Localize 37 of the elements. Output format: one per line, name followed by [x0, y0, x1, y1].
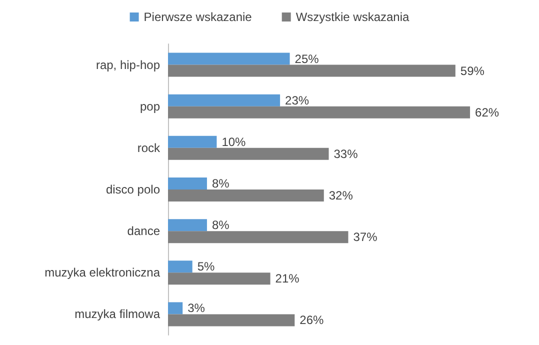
data-label: 26%: [300, 313, 324, 328]
y-tick-label: dance: [127, 224, 160, 238]
bar: [168, 231, 348, 244]
legend-label: Wszystkie wskazania: [296, 10, 410, 24]
data-label: 3%: [188, 301, 206, 316]
data-label: 23%: [285, 93, 310, 108]
data-label: 25%: [294, 52, 320, 66]
y-tick-label: pop: [140, 99, 160, 114]
bar: [168, 64, 456, 77]
data-label: 32%: [328, 188, 354, 202]
bar: [168, 52, 290, 65]
bar: [168, 314, 295, 326]
y-tick-label: muzyka elektroniczna: [44, 266, 160, 280]
data-label: 33%: [334, 146, 358, 161]
bar: [168, 178, 207, 190]
bar: [168, 302, 183, 314]
legend-label: Pierwsze wskazanie: [144, 10, 252, 24]
bar: [168, 136, 217, 148]
bar: [168, 148, 329, 160]
data-label: 10%: [222, 134, 246, 149]
y-tick-label: disco polo: [106, 182, 160, 196]
y-tick-label: rock: [137, 140, 161, 155]
bar: [168, 190, 324, 202]
bar: [168, 94, 280, 106]
y-tick-label: rap, hip-hop: [96, 58, 160, 72]
data-label: 8%: [212, 176, 230, 190]
bar: [168, 272, 270, 285]
data-label: 37%: [353, 230, 378, 244]
bar: [168, 219, 207, 232]
bar: [168, 260, 192, 273]
bar: [168, 106, 470, 118]
y-tick-label: muzyka filmowa: [74, 307, 160, 322]
data-label: 21%: [275, 272, 300, 286]
data-label: 62%: [475, 105, 500, 120]
data-label: 5%: [197, 260, 216, 274]
data-label: 59%: [460, 64, 485, 78]
data-label: 8%: [212, 218, 230, 232]
